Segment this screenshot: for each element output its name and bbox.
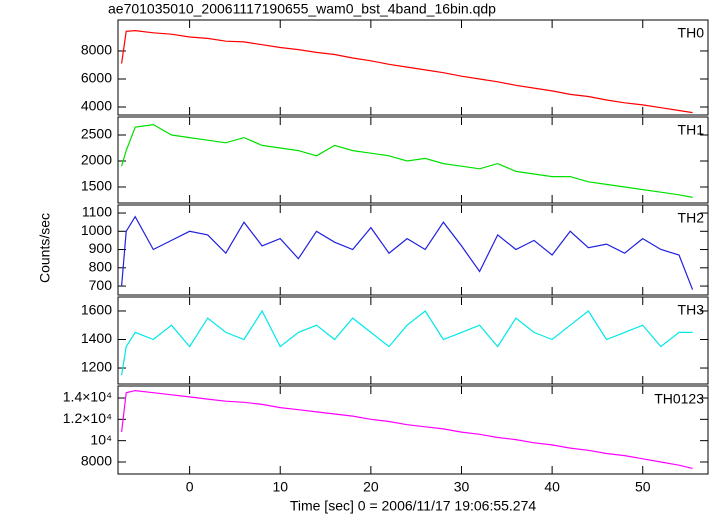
data-line: [121, 309, 693, 376]
panel-frame: [117, 385, 709, 475]
y-tick-label: 1200: [81, 359, 112, 375]
x-axis-label: Time [sec] 0 = 2006/11/17 19:06:55.274: [290, 498, 537, 514]
x-tick-label: 30: [454, 479, 470, 495]
x-tick-label: 10: [272, 479, 288, 495]
y-tick-label: 10⁴: [90, 431, 112, 447]
series-label: TH0: [678, 25, 705, 41]
chart-title: ae701035010_20061117190655_wam0_bst_4ban…: [108, 1, 496, 17]
y-tick-label: 8000: [81, 453, 112, 469]
series-label: TH1: [678, 122, 705, 138]
y-tick-label: 8000: [81, 42, 112, 58]
data-line: [121, 215, 694, 290]
panel-frame: [117, 296, 709, 385]
x-tick-label: 50: [635, 479, 651, 495]
panel-frame: [117, 116, 709, 204]
y-tick-label: 4000: [81, 98, 112, 114]
y-tick-label: 900: [89, 240, 113, 256]
y-tick-label: 1100: [82, 204, 112, 220]
y-tick-label: 800: [89, 259, 113, 275]
y-tick-label: 1400: [81, 330, 112, 346]
y-tick-label: 2500: [81, 126, 112, 142]
y-tick-label: 1500: [81, 178, 112, 194]
y-tick-label: 1600: [81, 302, 112, 318]
panel-frame: [117, 19, 709, 116]
y-tick-label: 1.4×10⁴: [63, 389, 112, 405]
y-tick-label: 6000: [81, 70, 112, 86]
data-line: [121, 123, 693, 198]
data-line: [121, 29, 693, 114]
x-tick-label: 40: [544, 479, 560, 495]
series-label: TH0123: [654, 391, 704, 407]
x-tick-label: 20: [363, 479, 379, 495]
series-label: TH2: [678, 210, 705, 226]
data-line: [121, 389, 693, 469]
y-axis-label: Counts/sec: [37, 213, 53, 283]
y-tick-label: 1000: [81, 222, 112, 238]
x-tick-label: 0: [186, 479, 194, 495]
y-tick-label: 2000: [81, 152, 112, 168]
y-tick-label: 1.2×10⁴: [63, 410, 112, 426]
y-tick-label: 700: [89, 277, 113, 293]
series-label: TH3: [678, 302, 705, 318]
